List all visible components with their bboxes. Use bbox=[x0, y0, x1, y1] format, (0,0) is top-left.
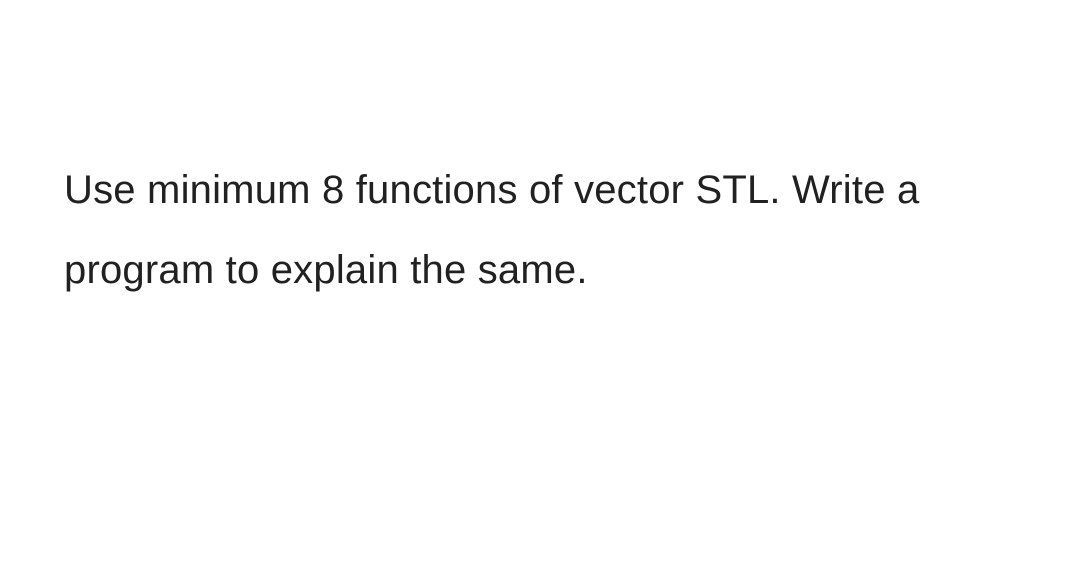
question-text: Use minimum 8 functions of vector STL. W… bbox=[64, 150, 1016, 310]
document-page: Use minimum 8 functions of vector STL. W… bbox=[0, 0, 1080, 586]
